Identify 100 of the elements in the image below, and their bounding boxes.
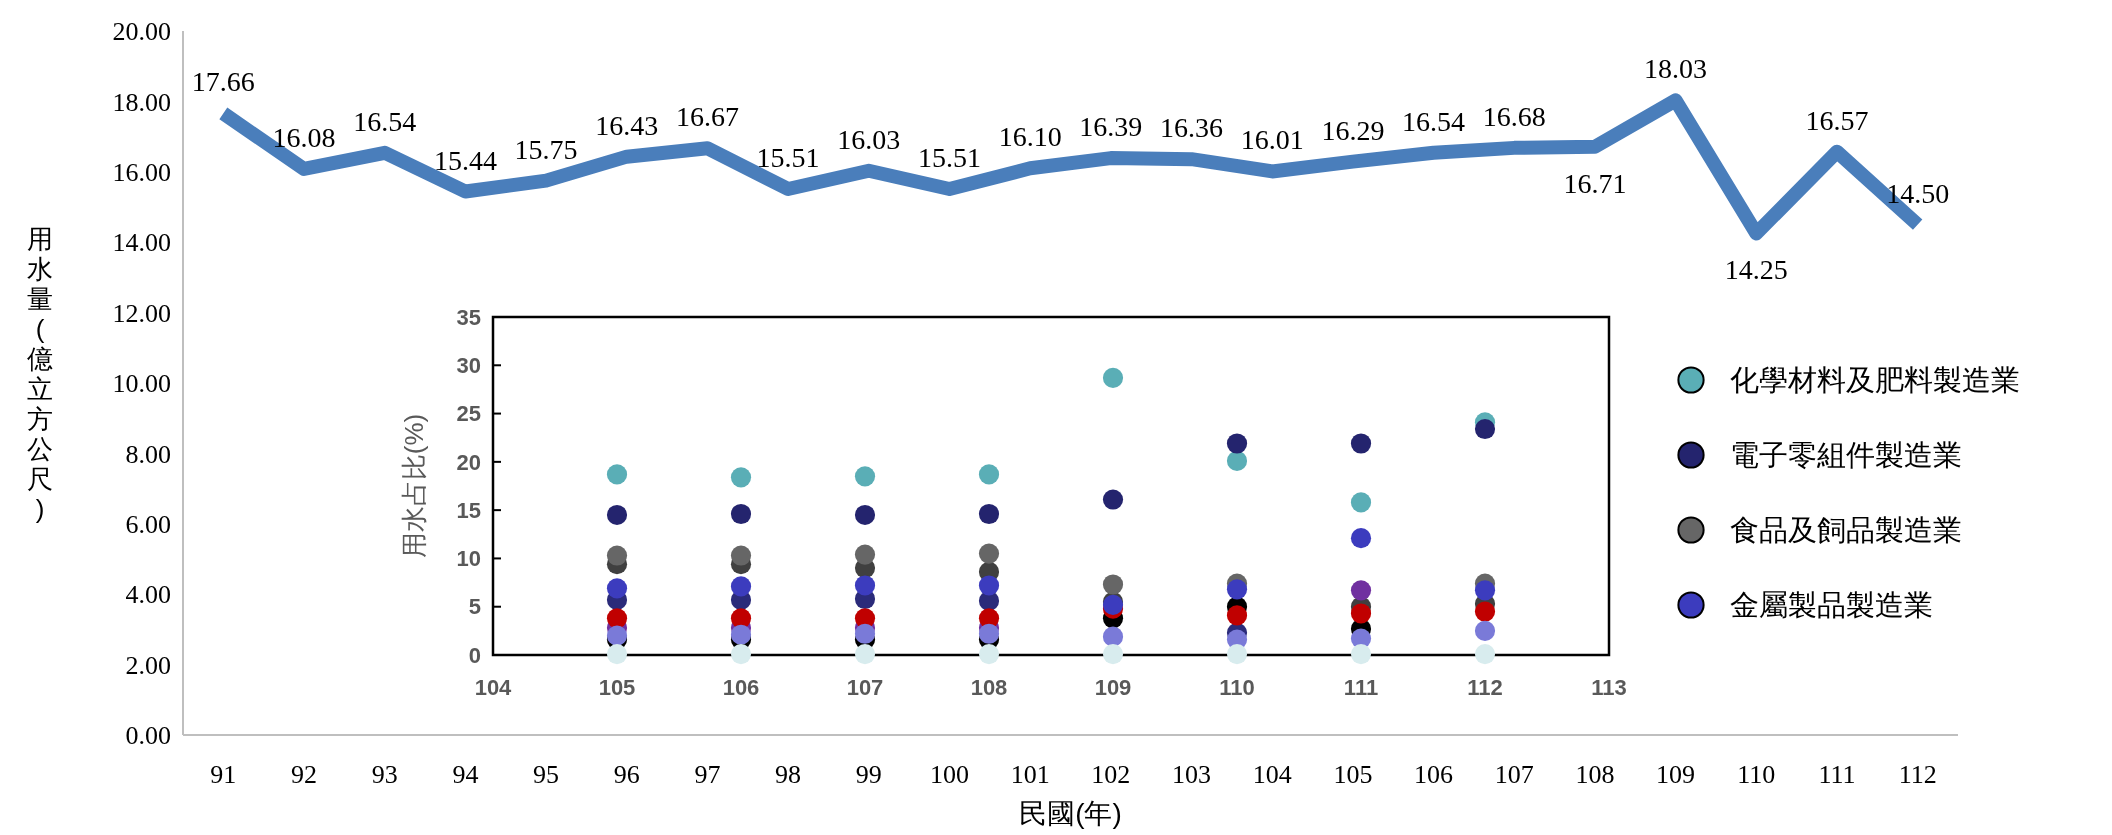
point (606, 625, 628, 646)
data-label: 16.39 (1079, 111, 1143, 143)
x-tick-label: 111 (1343, 675, 1379, 700)
point (854, 504, 876, 526)
x-tick-label: 106 (1414, 760, 1454, 789)
data-label: 18.03 (1644, 53, 1708, 85)
x-tick-label: 98 (775, 760, 802, 789)
point (606, 578, 628, 599)
point (1226, 433, 1248, 454)
point (606, 464, 628, 485)
y-tick-label: 12.00 (112, 298, 171, 328)
point (978, 575, 1000, 596)
data-label: 16.67 (675, 101, 739, 133)
y-tick-label: 6.00 (125, 509, 171, 539)
y-tick-label: 14.00 (112, 228, 171, 258)
y-tick-label: 20 (456, 449, 481, 475)
point (1102, 626, 1124, 647)
y-tick-label: 15 (456, 497, 481, 523)
y-axis-title: 用水占比(%) (399, 413, 429, 559)
y-tick-label: 4.00 (125, 580, 171, 610)
point (854, 575, 876, 596)
x-tick-label: 95 (533, 760, 560, 789)
y-tick-label: 8.00 (125, 439, 171, 469)
x-tick-label: 108 (1575, 760, 1615, 789)
x-tick-label: 105 (598, 675, 636, 700)
x-tick-label: 104 (1252, 760, 1292, 789)
point (1474, 580, 1496, 601)
data-label: 16.57 (1805, 104, 1869, 136)
point (978, 623, 1000, 644)
x-tick-label: 107 (846, 675, 884, 700)
point (730, 545, 752, 566)
data-label: 15.51 (756, 142, 820, 174)
data-label: 14.50 (1886, 177, 1950, 209)
data-label: 16.29 (1321, 114, 1385, 146)
y-tick-label: 18.00 (112, 87, 171, 117)
legend-label: 化學材料及肥料製造業 (1730, 364, 2020, 397)
x-tick-label: 91 (210, 760, 237, 789)
point (854, 544, 876, 565)
legend-label: 電子零組件製造業 (1730, 439, 1962, 472)
data-label: 16.03 (837, 123, 901, 155)
point (1350, 643, 1372, 665)
data-label: 15.75 (514, 133, 578, 165)
point (1102, 574, 1124, 595)
y-tick-label: 16.00 (112, 157, 171, 187)
x-tick-label: 109 (1656, 760, 1696, 789)
x-tick-label: 108 (970, 675, 1008, 700)
data-label: 16.01 (1240, 124, 1304, 156)
x-tick-label: 110 (1737, 760, 1776, 789)
point (1226, 643, 1248, 665)
point (1102, 367, 1124, 388)
point (854, 623, 876, 644)
x-tick-label: 96 (613, 760, 640, 789)
data-label: 15.51 (917, 142, 981, 174)
x-tick-label: 110 (1219, 675, 1255, 700)
point (730, 576, 752, 597)
x-tick-label: 106 (722, 675, 760, 700)
y-tick-label: 30 (456, 352, 481, 378)
y-tick-label: 35 (456, 304, 481, 330)
point (1350, 492, 1372, 513)
y-tick-label: 0.00 (125, 721, 171, 751)
y-tick-label: 5 (468, 594, 481, 620)
point (1226, 579, 1248, 600)
point (1474, 601, 1496, 622)
point (1350, 433, 1372, 454)
point (1474, 620, 1496, 641)
data-label: 16.71 (1563, 167, 1627, 199)
point (1102, 643, 1124, 665)
x-tick-label: 104 (474, 675, 513, 700)
point (854, 643, 876, 665)
point (1226, 605, 1248, 626)
data-label: 16.10 (998, 121, 1062, 153)
legend-label: 食品及飼品製造業 (1730, 514, 1962, 547)
data-label: 16.08 (272, 121, 336, 153)
x-tick-label: 93 (371, 760, 398, 789)
data-label: 16.36 (1160, 112, 1224, 144)
data-label: 14.25 (1724, 254, 1788, 286)
point (730, 503, 752, 525)
x-tick-label: 105 (1333, 760, 1373, 789)
point (978, 643, 1000, 665)
point (1226, 450, 1248, 471)
x-tick-label: 111 (1818, 760, 1856, 789)
x-axis-title: 民國(年) (1019, 798, 1122, 829)
point (854, 466, 876, 487)
data-label: 16.54 (353, 105, 417, 137)
y-tick-label: 0 (468, 642, 481, 668)
legend-label: 金屬製品製造業 (1730, 589, 1933, 622)
data-label: 17.66 (191, 66, 255, 98)
x-tick-label: 102 (1091, 760, 1131, 789)
y-tick-label: 10.00 (112, 369, 171, 399)
x-tick-label: 112 (1467, 675, 1503, 700)
point (730, 608, 752, 629)
data-label: 15.44 (433, 144, 497, 176)
x-tick-label: 103 (1172, 760, 1212, 789)
y-tick-label: 25 (456, 401, 481, 427)
x-tick-label: 92 (291, 760, 318, 789)
x-tick-label: 100 (929, 760, 969, 789)
data-label: 16.54 (1402, 105, 1466, 137)
data-label: 16.68 (1482, 100, 1546, 132)
point (978, 464, 1000, 485)
x-tick-label: 99 (855, 760, 882, 789)
